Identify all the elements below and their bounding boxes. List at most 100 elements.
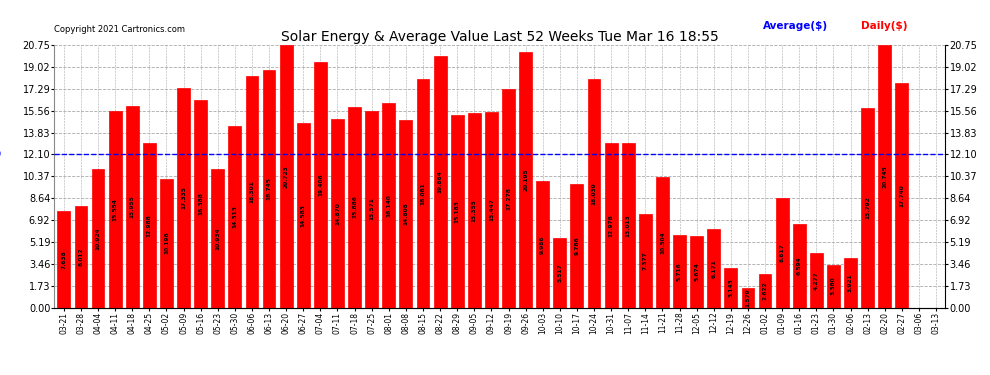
Text: 15.183: 15.183 [454,200,459,223]
Bar [725,268,738,308]
Text: 3.143: 3.143 [729,278,734,297]
Text: 16.388: 16.388 [198,192,203,215]
Text: 17.740: 17.740 [899,184,904,207]
Text: 10.304: 10.304 [660,231,665,254]
Bar [280,45,293,308]
Text: 18.039: 18.039 [591,182,597,205]
Bar [844,258,857,308]
Bar [810,254,823,308]
Bar [92,169,105,308]
Bar [707,230,720,308]
Text: 18.081: 18.081 [421,182,426,204]
Bar [417,79,430,308]
Text: 19.864: 19.864 [438,171,443,193]
Bar [331,119,344,308]
Bar [827,265,840,308]
Bar [673,235,686,308]
Bar [382,104,395,308]
Text: 5.517: 5.517 [557,263,562,282]
Text: 16.140: 16.140 [386,194,391,217]
Text: 14.870: 14.870 [335,202,340,225]
Text: Copyright 2021 Cartronics.com: Copyright 2021 Cartronics.com [54,26,185,34]
Text: 2.622: 2.622 [762,282,767,300]
Bar [57,211,70,308]
Text: 15.355: 15.355 [472,199,477,222]
Bar [895,83,908,308]
Bar [605,143,618,308]
Text: 10.924: 10.924 [96,227,101,250]
Title: Solar Energy & Average Value Last 52 Weeks Tue Mar 16 18:55: Solar Energy & Average Value Last 52 Wee… [281,30,719,44]
Text: 20.745: 20.745 [882,165,887,188]
Bar [365,111,378,308]
Bar [553,238,566,308]
Text: 5.716: 5.716 [677,262,682,281]
Bar [468,113,481,308]
Bar [861,108,874,307]
Text: 20.195: 20.195 [523,168,528,191]
Text: 9.986: 9.986 [541,235,545,254]
Text: 3.380: 3.380 [831,277,836,296]
Text: 17.278: 17.278 [506,187,511,210]
Bar [519,52,532,308]
Bar [639,214,651,308]
Text: 18.745: 18.745 [266,177,271,200]
Text: 15.554: 15.554 [113,198,118,220]
Text: 15.886: 15.886 [352,196,357,219]
Text: 6.171: 6.171 [711,259,716,278]
Text: 8.617: 8.617 [780,244,785,262]
Bar [109,111,122,308]
Bar [262,70,275,308]
Bar [742,288,754,308]
Bar [314,62,327,308]
Bar [758,274,771,308]
Text: 14.808: 14.808 [403,202,409,225]
Text: 15.955: 15.955 [130,195,135,218]
Text: 15.447: 15.447 [489,198,494,221]
Text: 19.406: 19.406 [318,174,323,196]
Bar [450,116,463,308]
Text: 15.571: 15.571 [369,198,374,220]
Text: 14.313: 14.313 [233,206,238,228]
Text: 13.013: 13.013 [626,214,631,237]
Bar [776,198,789,308]
Bar [502,89,515,308]
Bar [211,169,224,308]
Text: 17.335: 17.335 [181,186,186,209]
Bar [160,178,173,308]
Bar [622,143,635,308]
Bar [878,45,891,308]
Text: 8.012: 8.012 [78,248,83,266]
Text: 18.301: 18.301 [249,180,254,203]
Bar [194,100,207,308]
Text: 6.594: 6.594 [797,256,802,275]
Text: 7.377: 7.377 [643,252,647,270]
Text: 12.978: 12.978 [609,214,614,237]
Text: 12.988: 12.988 [147,214,151,237]
Bar [570,184,583,308]
Bar [793,224,806,308]
Bar [246,76,258,308]
Bar [537,181,549,308]
Bar [656,177,669,308]
Text: Average($): Average($) [762,21,828,31]
Bar [177,88,190,308]
Text: Daily($): Daily($) [860,21,907,31]
Bar [588,79,600,308]
Bar [297,123,310,308]
Bar [126,106,139,308]
Text: 3.921: 3.921 [848,273,853,292]
Text: 15.792: 15.792 [865,196,870,219]
Text: 1.579: 1.579 [745,288,750,307]
Text: 9.786: 9.786 [574,236,579,255]
Bar [229,126,242,308]
Bar [143,143,155,308]
Text: ↑12.120: ↑12.120 [0,150,2,159]
Text: 7.638: 7.638 [61,250,66,268]
Text: 10.934: 10.934 [215,227,220,250]
Bar [690,236,703,308]
Bar [434,56,446,308]
Bar [348,106,361,308]
Bar [400,120,412,308]
Text: 4.277: 4.277 [814,271,819,290]
Bar [485,112,498,308]
